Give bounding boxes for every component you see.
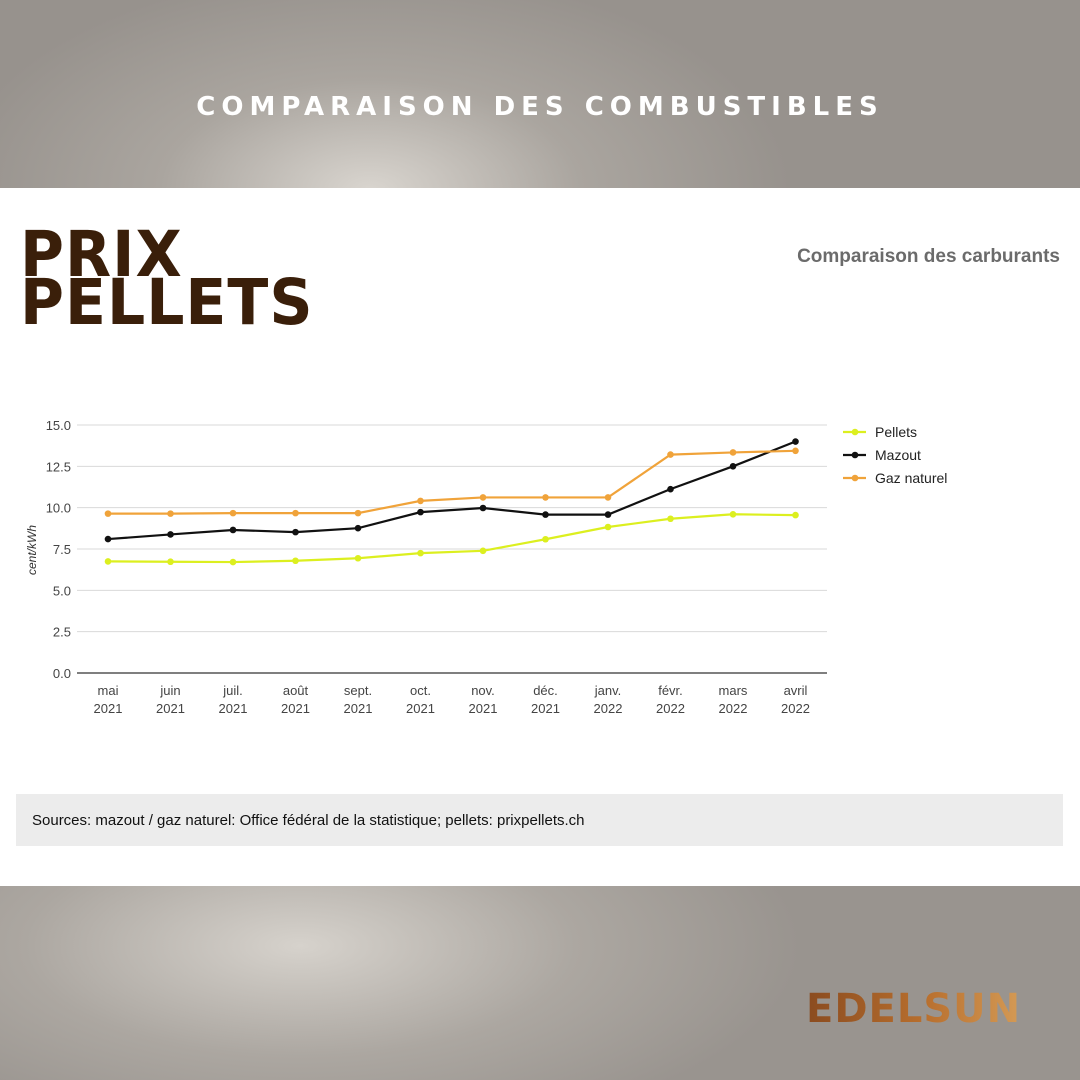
- data-point-gaz-naturel: [292, 509, 299, 517]
- data-point-pellets: [104, 558, 112, 565]
- data-point-mazout: [104, 535, 112, 543]
- data-point-gaz-naturel: [604, 494, 612, 501]
- chart-card: PRIX PELLETS Comparaison des carburants …: [0, 188, 1080, 886]
- data-point-gaz-naturel: [542, 494, 549, 501]
- x-tick-label: mars: [719, 683, 748, 698]
- data-point-gaz-naturel: [479, 494, 487, 501]
- legend-label-mazout: Mazout: [875, 447, 921, 463]
- data-point-pellets: [542, 535, 549, 543]
- header-band: COMPARAISON DES COMBUSTIBLES: [0, 0, 1080, 188]
- data-point-pellets: [167, 558, 174, 566]
- line-chart: 0.0 2.5 5.0 7.5 10.0 12.5 15.0 cent/kWh mai 2021 j…: [25, 418, 947, 716]
- x-tick-label-year: 2021: [219, 701, 248, 716]
- x-tick-label-year: 2021: [406, 701, 435, 716]
- logo-line-2: PELLETS: [20, 266, 314, 340]
- edelsun-logo: EDELSUN: [806, 986, 1022, 1032]
- y-tick-label: 0.0: [53, 666, 71, 681]
- data-point-pellets: [292, 557, 299, 565]
- x-tick-label: août: [283, 683, 309, 698]
- x-tick-label: sept.: [344, 683, 372, 698]
- x-tick-label: déc.: [533, 683, 558, 698]
- data-point-gaz-naturel: [104, 510, 112, 517]
- x-tick-label-year: 2021: [469, 701, 498, 716]
- y-tick-label: 7.5: [53, 542, 71, 557]
- data-point-mazout: [167, 531, 174, 538]
- data-point-gaz-naturel: [792, 447, 799, 455]
- legend-marker-gaz-naturel: [851, 474, 859, 482]
- data-point-mazout: [729, 463, 737, 470]
- prix-pellets-logo: PRIX PELLETS: [20, 218, 314, 340]
- x-tick-label-year: 2021: [281, 701, 310, 716]
- y-axis-label: cent/kWh: [25, 525, 39, 575]
- data-point-pellets: [229, 558, 237, 566]
- x-tick-label: janv.: [594, 683, 622, 698]
- y-tick-label: 5.0: [53, 583, 71, 598]
- data-point-gaz-naturel: [167, 510, 174, 517]
- data-point-gaz-naturel: [354, 509, 362, 517]
- data-point-gaz-naturel: [417, 497, 424, 505]
- x-tick-label-year: 2021: [94, 701, 123, 716]
- data-point-mazout: [292, 528, 299, 536]
- data-point-gaz-naturel: [729, 449, 737, 456]
- data-point-mazout: [667, 485, 674, 493]
- data-point-mazout: [229, 526, 237, 534]
- data-point-pellets: [417, 549, 424, 557]
- data-point-mazout: [604, 511, 612, 518]
- data-point-mazout: [479, 504, 487, 512]
- data-point-pellets: [354, 554, 362, 562]
- x-tick-label-year: 2022: [719, 701, 748, 716]
- data-point-pellets: [604, 523, 612, 531]
- legend-label-gaz-naturel: Gaz naturel: [875, 470, 947, 486]
- series-line-pellets: [107, 513, 796, 564]
- legend-marker-pellets: [851, 428, 859, 436]
- x-tick-label: nov.: [471, 683, 495, 698]
- data-point-pellets: [729, 510, 737, 518]
- sources-box: Sources: mazout / gaz naturel: Office fé…: [16, 794, 1063, 846]
- data-point-mazout: [417, 508, 424, 516]
- data-point-gaz-naturel: [667, 451, 674, 458]
- series-line-mazout: [107, 440, 796, 541]
- x-tick-label: juin: [159, 683, 180, 698]
- data-point-mazout: [792, 438, 799, 445]
- x-tick-label: oct.: [410, 683, 431, 698]
- data-point-mazout: [542, 511, 549, 518]
- chart-title: Comparaison des carburants: [797, 246, 1060, 267]
- data-point-mazout: [354, 524, 362, 532]
- x-tick-label: mai: [98, 683, 119, 698]
- x-tick-label: févr.: [658, 683, 683, 698]
- y-tick-label: 15.0: [46, 418, 71, 433]
- x-tick-label: juil.: [222, 683, 243, 698]
- x-tick-label-year: 2021: [156, 701, 185, 716]
- y-tick-label: 12.5: [46, 459, 71, 474]
- logo-line-1: PRIX: [20, 218, 183, 292]
- footer-band: [0, 886, 1080, 1080]
- series-line-gaz-naturel: [108, 449, 796, 515]
- x-tick-label-year: 2021: [531, 701, 560, 716]
- y-tick-label: 10.0: [46, 501, 71, 516]
- x-tick-label-year: 2022: [656, 701, 685, 716]
- x-tick-label: avril: [784, 683, 808, 698]
- data-point-pellets: [479, 547, 487, 555]
- data-point-gaz-naturel: [229, 509, 237, 517]
- legend-marker-mazout: [851, 451, 859, 459]
- data-point-pellets: [792, 511, 799, 519]
- x-tick-label-year: 2022: [594, 701, 623, 716]
- legend-label-pellets: Pellets: [875, 424, 917, 440]
- y-tick-label: 2.5: [53, 625, 71, 640]
- data-point-pellets: [667, 515, 674, 523]
- x-tick-label-year: 2022: [781, 701, 810, 716]
- sources-text: Sources: mazout / gaz naturel: Office fé…: [32, 812, 585, 829]
- x-tick-label-year: 2021: [344, 701, 373, 716]
- page-title: COMPARAISON DES COMBUSTIBLES: [196, 92, 884, 122]
